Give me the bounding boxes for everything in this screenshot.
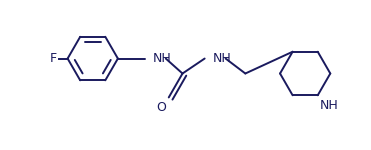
Text: NH: NH [320, 99, 339, 112]
Text: NH: NH [213, 52, 231, 65]
Text: O: O [157, 101, 166, 114]
Text: NH: NH [152, 52, 171, 65]
Text: F: F [50, 52, 57, 65]
